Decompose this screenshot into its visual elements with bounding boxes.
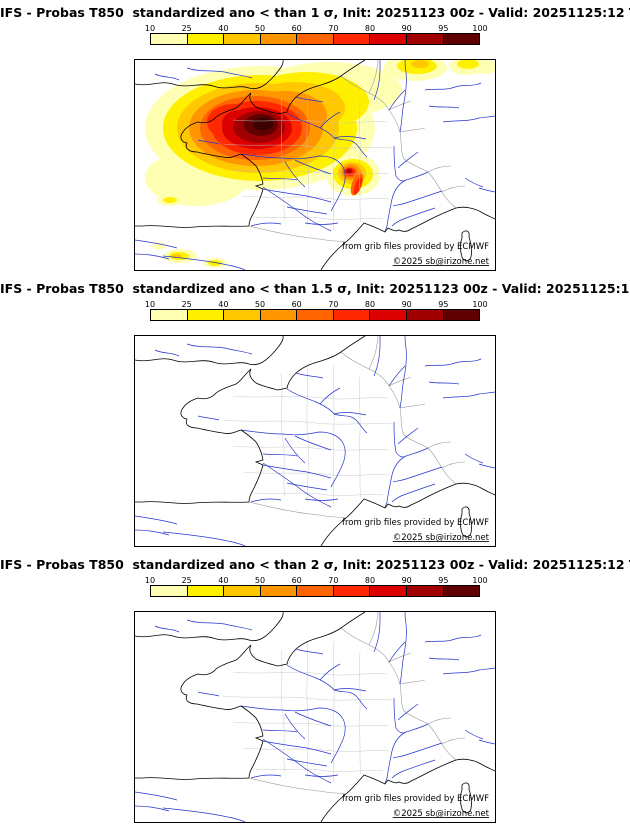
colorbar-segment [187, 34, 225, 44]
colorbar-tick-label: 10 [144, 576, 156, 585]
map-container [134, 59, 496, 271]
colorbar-segment [443, 34, 480, 44]
colorbar-scale [150, 33, 480, 45]
colorbar-segment [370, 310, 407, 320]
panel-threshold-1-sigma: IFS - Probas T850 standardized ano < tha… [0, 0, 630, 276]
colorbar-segment [224, 586, 261, 596]
colorbar-segment [406, 34, 444, 44]
probability-map-1p5-sigma [134, 335, 496, 547]
colorbar-segment [297, 34, 334, 44]
colorbar-segment [443, 310, 480, 320]
colorbar-tick-labels: 10 25 40 50 60 70 80 90 95 100 [145, 300, 488, 309]
colorbar-tick-label: 60 [291, 576, 302, 585]
colorbar-tick-label: 60 [291, 300, 302, 309]
colorbar: 10 25 40 50 60 70 80 90 95 100 [145, 576, 488, 597]
colorbar-tick-label: 40 [218, 24, 229, 33]
colorbar-tick-label: 60 [291, 24, 302, 33]
colorbar-segment [151, 586, 188, 596]
colorbar-segment [333, 310, 371, 320]
colorbar-tick-label: 95 [438, 24, 449, 33]
colorbar-tick-label: 50 [254, 576, 266, 585]
colorbar: 10 25 40 50 60 70 80 90 95 100 [145, 300, 488, 321]
colorbar-tick-label: 95 [438, 576, 449, 585]
panel-threshold-2-sigma: IFS - Probas T850 standardized ano < tha… [0, 552, 630, 828]
colorbar-segment [151, 34, 188, 44]
colorbar-tick-label: 80 [364, 300, 376, 309]
colorbar-tick-label: 90 [401, 24, 412, 33]
colorbar-tick-label: 40 [218, 300, 229, 309]
colorbar-segment [187, 586, 225, 596]
colorbar-tick-label: 70 [328, 24, 339, 33]
probability-shading [145, 60, 495, 268]
colorbar-scale [150, 585, 480, 597]
colorbar-scale [150, 309, 480, 321]
colorbar-tick-label: 25 [181, 576, 192, 585]
colorbar-tick-label: 70 [328, 576, 339, 585]
colorbar-segment [406, 586, 444, 596]
colorbar-tick-label: 50 [254, 24, 266, 33]
panel-title: IFS - Probas T850 standardized ano < tha… [0, 5, 630, 20]
colorbar-segment [333, 586, 371, 596]
colorbar-segment [151, 310, 188, 320]
panel-title: IFS - Probas T850 standardized ano < tha… [0, 281, 630, 296]
colorbar-segment [333, 34, 371, 44]
colorbar-tick-label: 80 [364, 24, 376, 33]
colorbar-tick-label: 100 [472, 24, 488, 33]
colorbar-tick-label: 95 [438, 300, 449, 309]
colorbar-tick-label: 10 [144, 24, 156, 33]
colorbar-tick-label: 80 [364, 576, 376, 585]
colorbar-tick-label: 70 [328, 300, 339, 309]
colorbar-tick-label: 100 [472, 576, 488, 585]
colorbar-segment [224, 34, 261, 44]
probability-map-2-sigma [134, 611, 496, 823]
colorbar-tick-label: 100 [472, 300, 488, 309]
map-container [134, 335, 496, 547]
colorbar-tick-label: 90 [401, 300, 412, 309]
colorbar-tick-labels: 10 25 40 50 60 70 80 90 95 100 [145, 24, 488, 33]
panel-threshold-1p5-sigma: IFS - Probas T850 standardized ano < tha… [0, 276, 630, 552]
colorbar-segment [443, 586, 480, 596]
colorbar-segment [224, 310, 261, 320]
colorbar-segment [260, 310, 298, 320]
colorbar-segment [297, 586, 334, 596]
colorbar-segment [187, 310, 225, 320]
colorbar-tick-labels: 10 25 40 50 60 70 80 90 95 100 [145, 576, 488, 585]
colorbar-tick-label: 25 [181, 24, 192, 33]
colorbar-tick-label: 90 [401, 576, 412, 585]
colorbar-tick-label: 25 [181, 300, 192, 309]
panel-title: IFS - Probas T850 standardized ano < tha… [0, 557, 630, 572]
colorbar-segment [260, 586, 298, 596]
colorbar-segment [260, 34, 298, 44]
colorbar-segment [406, 310, 444, 320]
probability-map-1-sigma [134, 59, 496, 271]
colorbar-segment [370, 34, 407, 44]
colorbar: 10 25 40 50 60 70 80 90 95 100 [145, 24, 488, 45]
map-container [134, 611, 496, 823]
colorbar-tick-label: 40 [218, 576, 229, 585]
colorbar-segment [297, 310, 334, 320]
colorbar-tick-label: 50 [254, 300, 266, 309]
colorbar-tick-label: 10 [144, 300, 156, 309]
colorbar-segment [370, 586, 407, 596]
